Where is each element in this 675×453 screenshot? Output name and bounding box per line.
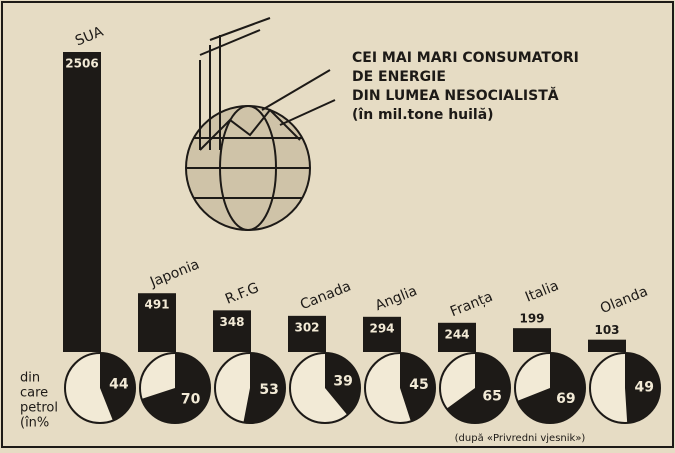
title-line: DE ENERGIE: [352, 69, 446, 85]
petrol-label-value: 53: [259, 382, 278, 398]
value-label: 491: [144, 298, 169, 312]
category-label: Olanda: [598, 284, 650, 318]
petrol-label-value: 49: [634, 379, 653, 395]
category-label: R.F.G: [223, 280, 261, 308]
petrol-label-value: 44: [109, 376, 129, 392]
value-label: 348: [219, 315, 244, 329]
globe-factory-illustration: [186, 18, 335, 230]
category-label: Italia: [523, 278, 561, 306]
petrol-label-value: 65: [482, 389, 501, 405]
category-label: Canada: [298, 278, 353, 313]
chart: CEI MAI MARI CONSUMATORI DE ENERGIEDIN LU…: [0, 0, 675, 449]
bar: [588, 340, 626, 352]
value-label: 199: [519, 312, 544, 326]
category-label: Franța: [448, 289, 495, 320]
petrol-label-value: 39: [333, 373, 352, 389]
category-label: Anglia: [373, 283, 420, 314]
petrol-label: petrol: [20, 401, 58, 416]
bar: [513, 328, 551, 352]
value-label: 103: [594, 323, 619, 337]
petrol-label: (în%: [20, 416, 49, 431]
petrol-label-value: 69: [556, 391, 575, 407]
petrol-label-value: 45: [409, 377, 428, 393]
category-label: Japonia: [147, 257, 202, 292]
bar: [63, 52, 101, 352]
petrol-label: care: [20, 386, 48, 401]
title-line: CEI MAI MARI CONSUMATORI: [352, 50, 579, 66]
source: (după «Privredni vjesnik»): [455, 433, 586, 444]
petrol-label-value: 70: [181, 391, 201, 407]
value-label: 2506: [65, 57, 98, 71]
value-label: 294: [369, 321, 394, 335]
title-line: DIN LUMEA NESOCIALISTĂ: [352, 86, 559, 104]
petrol-label: din: [20, 371, 40, 386]
value-label: 302: [294, 320, 319, 334]
category-label: SUA: [73, 24, 106, 50]
value-label: 244: [444, 327, 469, 341]
title-line: (în mil.tone huilă): [352, 107, 494, 123]
